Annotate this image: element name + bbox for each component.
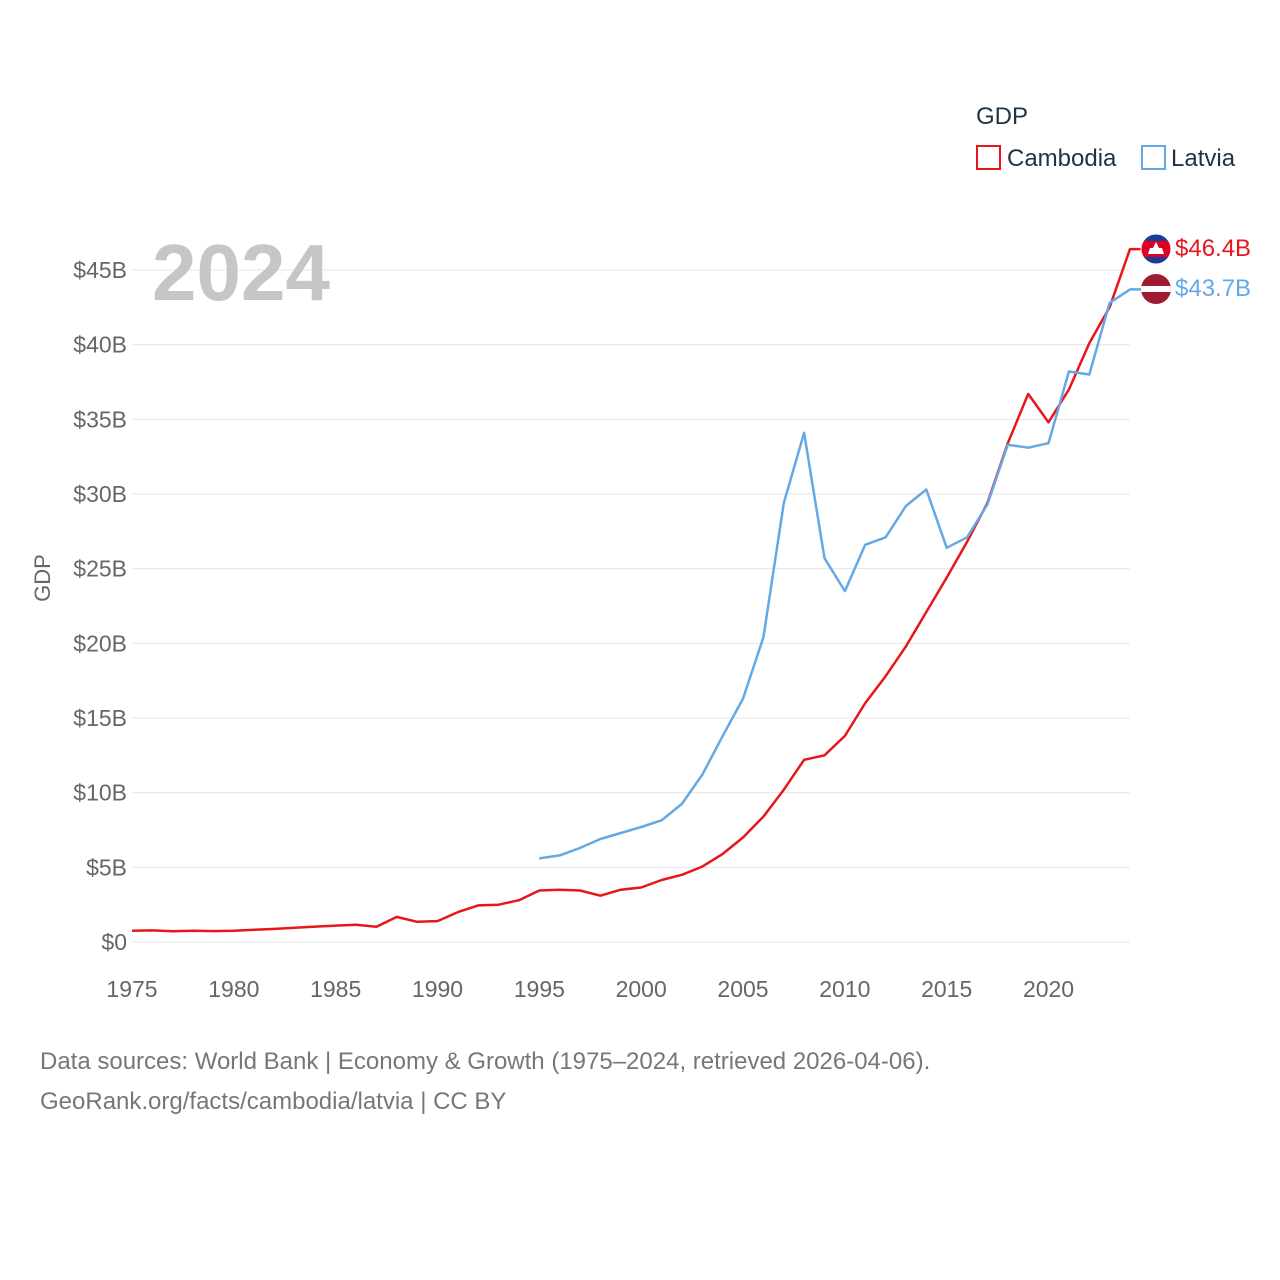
y-tick-label: $10B bbox=[73, 780, 127, 806]
x-axis-ticks: 1975 1980 1985 1990 1995 2000 2005 2010 2015 2020 bbox=[106, 976, 1074, 1002]
footer: Data sources: World Bank | Economy & Gro… bbox=[40, 1042, 1240, 1122]
y-tick-label: $5B bbox=[86, 854, 127, 880]
latvia-flag-icon bbox=[1141, 274, 1171, 304]
latvia-end-marker: $43.7B bbox=[1141, 274, 1251, 304]
y-tick-label: $0 bbox=[101, 929, 127, 955]
y-tick-label: $20B bbox=[73, 630, 127, 656]
x-tick-label: 2000 bbox=[616, 976, 667, 1002]
x-tick-label: 2005 bbox=[717, 976, 768, 1002]
grid-lines bbox=[132, 269, 1130, 943]
x-tick-label: 2020 bbox=[1023, 976, 1074, 1002]
y-tick-label: $30B bbox=[73, 481, 127, 507]
legend-swatch-cambodia[interactable] bbox=[976, 145, 1001, 170]
y-axis-label: GDP bbox=[30, 554, 55, 602]
y-tick-label: $35B bbox=[73, 406, 127, 432]
x-tick-label: 1980 bbox=[208, 976, 259, 1002]
y-tick-label: $45B bbox=[73, 257, 127, 283]
cambodia-flag-icon bbox=[1141, 234, 1171, 264]
y-tick-label: $15B bbox=[73, 705, 127, 731]
x-tick-label: 1985 bbox=[310, 976, 361, 1002]
x-tick-label: 2010 bbox=[819, 976, 870, 1002]
legend-label-latvia[interactable]: Latvia bbox=[1171, 145, 1236, 172]
y-tick-label: $40B bbox=[73, 332, 127, 358]
x-tick-label: 1990 bbox=[412, 976, 463, 1002]
x-tick-label: 2015 bbox=[921, 976, 972, 1002]
legend-label-cambodia[interactable]: Cambodia bbox=[1007, 145, 1117, 172]
series-lines bbox=[131, 247, 1141, 933]
footer-link: GeoRank.org/facts/cambodia/latvia | CC B… bbox=[40, 1088, 507, 1115]
footer-sources: Data sources: World Bank | Economy & Gro… bbox=[40, 1048, 931, 1075]
y-tick-label: $25B bbox=[73, 556, 127, 582]
year-label: 2024 bbox=[152, 228, 330, 317]
y-axis-ticks: $0 $5B $10B $15B $20B $25B $30B $35B $40B $45B bbox=[73, 257, 127, 955]
legend-title: GDP bbox=[976, 103, 1028, 130]
legend: GDP Cambodia Latvia bbox=[976, 103, 1236, 172]
x-tick-label: 1995 bbox=[514, 976, 565, 1002]
cambodia-end-label: $46.4B bbox=[1175, 235, 1251, 262]
latvia-end-label: $43.7B bbox=[1175, 275, 1251, 302]
series-line-latvia[interactable] bbox=[539, 288, 1141, 860]
cambodia-end-marker: $46.4B bbox=[1140, 233, 1251, 265]
legend-swatch-latvia[interactable] bbox=[1141, 145, 1166, 170]
x-tick-label: 1975 bbox=[106, 976, 157, 1002]
